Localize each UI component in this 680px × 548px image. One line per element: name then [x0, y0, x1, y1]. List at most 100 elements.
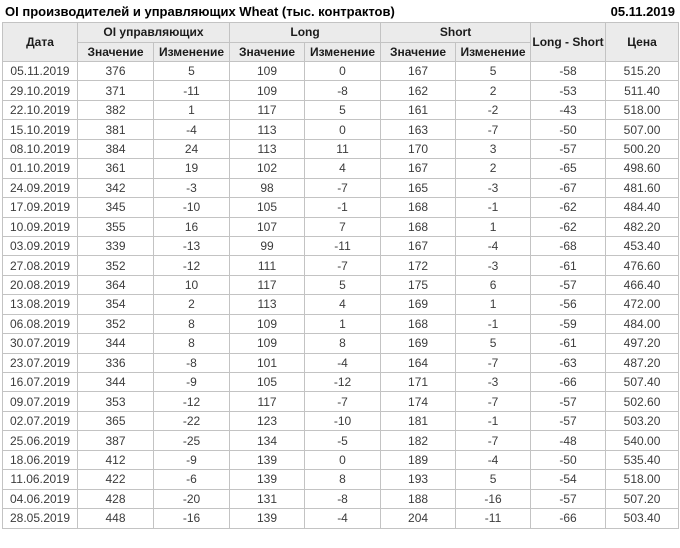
long-change-cell: 0 [304, 119, 382, 140]
short-value-cell: 168 [380, 197, 457, 218]
long-value-cell: 109 [229, 60, 306, 82]
short-change-cell: -3 [455, 371, 532, 393]
table-row: 02.07.2019 365 -22 123 -10 181 -1 -57 503.20 [2, 410, 680, 432]
oi-value-cell: 345 [77, 197, 154, 218]
date-cell: 03.09.2019 [2, 235, 78, 257]
short-value-cell: 189 [380, 449, 457, 471]
short-change-cell: 1 [455, 216, 532, 237]
long-change-cell: -8 [304, 80, 382, 101]
col-header-long-group: Long [229, 22, 382, 43]
long-change-cell: 8 [304, 469, 382, 490]
long-short-cell: -57 [530, 488, 607, 510]
date-cell: 16.07.2019 [2, 371, 78, 393]
short-value-cell: 188 [380, 488, 457, 510]
short-change-cell: 1 [455, 294, 532, 315]
price-cell: 507.40 [605, 371, 680, 393]
long-value-cell: 139 [229, 508, 306, 529]
oi-value-cell: 412 [77, 449, 154, 471]
long-value-cell: 99 [229, 235, 306, 257]
long-short-cell: -57 [530, 391, 607, 412]
table-row: 08.10.2019 384 24 113 11 170 3 -57 500.20 [2, 138, 680, 160]
price-cell: 497.20 [605, 333, 680, 354]
short-change-cell: -7 [455, 391, 532, 412]
long-short-cell: -67 [530, 177, 607, 199]
col-header-oi-change: Изменение [152, 41, 231, 62]
price-cell: 518.00 [605, 99, 680, 121]
oi-value-cell: 381 [77, 119, 154, 140]
table-row: 29.10.2019 371 -11 109 -8 162 2 -53 511.40 [2, 80, 680, 101]
price-cell: 482.20 [605, 216, 680, 237]
long-short-cell: -50 [530, 119, 607, 140]
col-header-date: Дата [2, 22, 78, 62]
long-value-cell: 105 [229, 371, 306, 393]
table-row: 22.10.2019 382 1 117 5 161 -2 -43 518.00 [2, 99, 680, 121]
long-short-cell: -57 [530, 410, 607, 432]
long-short-cell: -65 [530, 158, 607, 179]
long-value-cell: 139 [229, 469, 306, 490]
short-change-cell: 6 [455, 274, 532, 296]
date-cell: 09.07.2019 [2, 391, 78, 412]
long-short-cell: -68 [530, 235, 607, 257]
long-short-cell: -56 [530, 294, 607, 315]
short-change-cell: -2 [455, 99, 532, 121]
short-change-cell: 5 [455, 333, 532, 354]
oi-change-cell: 8 [152, 333, 231, 354]
price-cell: 535.40 [605, 449, 680, 471]
long-short-cell: -66 [530, 508, 607, 529]
table-row: 16.07.2019 344 -9 105 -12 171 -3 -66 507.40 [2, 371, 680, 393]
col-header-short-change: Изменение [455, 41, 532, 62]
long-short-cell: -54 [530, 469, 607, 490]
oi-change-cell: 16 [152, 216, 231, 237]
short-change-cell: -7 [455, 352, 532, 374]
date-cell: 15.10.2019 [2, 119, 78, 140]
long-change-cell: -5 [304, 430, 382, 451]
table-row: 30.07.2019 344 8 109 8 169 5 -61 497.20 [2, 333, 680, 354]
report-date: 05.11.2019 [610, 4, 675, 19]
date-cell: 30.07.2019 [2, 333, 78, 354]
long-change-cell: -7 [304, 255, 382, 276]
table-row: 25.06.2019 387 -25 134 -5 182 -7 -48 540.00 [2, 430, 680, 451]
table-row: 23.07.2019 336 -8 101 -4 164 -7 -63 487.20 [2, 352, 680, 374]
long-short-cell: -50 [530, 449, 607, 471]
oi-change-cell: -6 [152, 469, 231, 490]
oi-value-cell: 387 [77, 430, 154, 451]
short-value-cell: 167 [380, 235, 457, 257]
price-cell: 484.40 [605, 197, 680, 218]
date-cell: 29.10.2019 [2, 80, 78, 101]
short-change-cell: -1 [455, 197, 532, 218]
header-row-subcolumns: Значение Изменение Значение Изменение Зн… [3, 41, 679, 62]
date-cell: 04.06.2019 [2, 488, 78, 510]
long-value-cell: 109 [229, 333, 306, 354]
date-cell: 11.06.2019 [2, 469, 78, 490]
long-value-cell: 117 [229, 274, 306, 296]
long-value-cell: 131 [229, 488, 306, 510]
table-row: 20.08.2019 364 10 117 5 175 6 -57 466.40 [2, 274, 680, 296]
long-value-cell: 111 [229, 255, 306, 276]
long-change-cell: -11 [304, 235, 382, 257]
oi-value-cell: 342 [77, 177, 154, 199]
short-change-cell: -3 [455, 255, 532, 276]
date-cell: 27.08.2019 [2, 255, 78, 276]
oi-change-cell: -10 [152, 197, 231, 218]
price-cell: 472.00 [605, 294, 680, 315]
date-cell: 24.09.2019 [2, 177, 78, 199]
title-bar: OI производителей и управляющих Wheat (т… [0, 0, 680, 22]
oi-value-cell: 376 [77, 60, 154, 82]
date-cell: 01.10.2019 [2, 158, 78, 179]
short-change-cell: -1 [455, 410, 532, 432]
short-change-cell: -11 [455, 508, 532, 529]
price-cell: 502.60 [605, 391, 680, 412]
date-cell: 13.08.2019 [2, 294, 78, 315]
long-value-cell: 101 [229, 352, 306, 374]
short-value-cell: 164 [380, 352, 457, 374]
long-change-cell: 7 [304, 216, 382, 237]
short-value-cell: 162 [380, 80, 457, 101]
col-header-oi-group: OI управляющих [76, 22, 231, 43]
short-value-cell: 193 [380, 469, 457, 490]
short-change-cell: -4 [455, 449, 532, 471]
price-cell: 540.00 [605, 430, 680, 451]
long-short-cell: -48 [530, 430, 607, 451]
header-row-groups: Дата OI управляющих Long Short Long - Sh… [2, 22, 680, 62]
col-header-short-value: Значение [380, 41, 457, 62]
short-value-cell: 169 [380, 333, 457, 354]
